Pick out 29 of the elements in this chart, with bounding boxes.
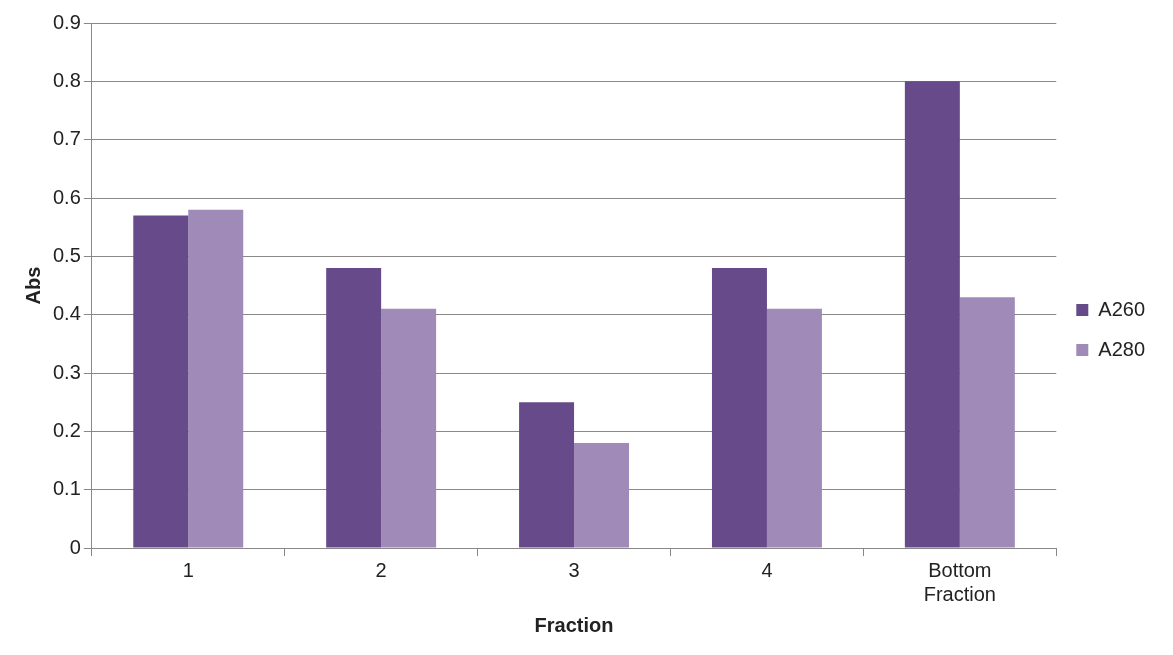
x-axis-title: Fraction [534,613,614,636]
bar [904,81,960,548]
bar [519,402,575,548]
y-tick-label: 0.5 [52,243,81,266]
legend-label: A260 [1098,297,1146,320]
y-tick-label: 0.7 [52,127,81,150]
y-tick-label: 0.3 [52,360,81,383]
bar [326,268,382,548]
bar [133,215,189,548]
bar [188,209,244,548]
y-tick-label: 0.2 [52,418,81,441]
bar [574,443,630,548]
y-tick-label: 0.8 [52,68,81,91]
y-tick-label: 0.6 [52,185,81,208]
bar [381,308,437,548]
x-tick-label: Bottom Fraction [923,558,996,605]
x-tick-label: 2 [375,558,387,581]
y-tick-label: 0.9 [52,10,81,33]
y-tick-label: 0 [69,535,81,558]
x-tick-label: 4 [761,558,773,581]
bar [959,297,1015,548]
y-axis-title: Abs [21,266,44,305]
x-tick-label: 1 [182,558,194,581]
x-tick-label: 3 [568,558,580,581]
bar [766,308,822,548]
bar [711,268,767,548]
legend-label: A280 [1098,337,1146,360]
y-tick-label: 0.1 [52,477,81,500]
y-tick-label: 0.4 [52,302,81,325]
